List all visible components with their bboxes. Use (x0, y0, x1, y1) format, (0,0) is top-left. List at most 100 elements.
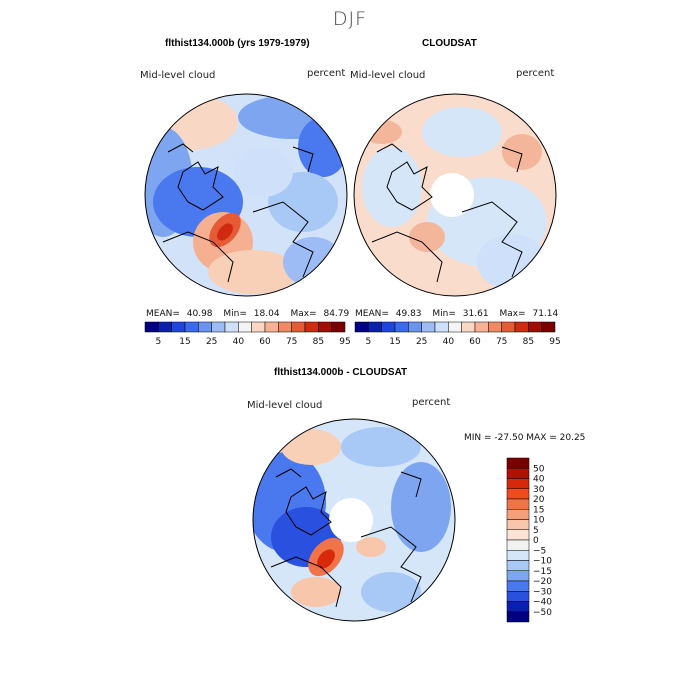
colorbar-model-swatch (304, 321, 319, 333)
colorbar-cloudsat-tick-label: 25 (416, 337, 427, 347)
colorbar-model-tick-label: 85 (313, 337, 324, 347)
colorbar-difference-swatch (506, 478, 530, 489)
colorbar-difference-swatch (506, 509, 530, 520)
panel-2-min-label: Min= (432, 309, 456, 319)
colorbar-difference-swatch (506, 457, 530, 469)
panel-1-mean-label: MEAN= (146, 309, 180, 319)
colorbar-difference-tick-label: 40 (533, 475, 545, 485)
colorbar-difference-tick-label: −15 (533, 567, 552, 577)
colorbar-difference-tick-label: 0 (533, 536, 539, 546)
colorbar-model-swatch (224, 321, 239, 333)
panel-1-max-value: 84.79 (323, 309, 350, 319)
colorbar-model-swatch (144, 321, 159, 333)
colorbar-difference-swatch (506, 519, 530, 530)
colorbar-difference-tick-label: −30 (533, 587, 552, 597)
panel-2-mean-label: MEAN= (355, 309, 389, 319)
polar-map-model (144, 93, 348, 297)
colorbar-difference-swatch (506, 570, 530, 582)
panel-3-variable-label: Mid-level cloud (247, 400, 323, 411)
figure-title: DJF (332, 8, 368, 30)
colorbar-model-tick-label: 60 (259, 337, 271, 347)
colorbar-model-swatch (158, 321, 172, 333)
panel-2-stats: MEAN= 49.83 Min= 31.61 Max= 71.14 (355, 309, 558, 319)
panel-1-stats: MEAN= 40.98 Min= 18.04 Max= 84.79 (146, 309, 349, 319)
colorbar-difference-swatch (506, 601, 530, 612)
colorbar-cloudsat-tick-label: 75 (496, 337, 507, 347)
colorbar-cloudsat-swatch (514, 321, 529, 333)
colorbar-difference-swatch (506, 591, 530, 602)
colorbar-cloudsat-swatch (394, 321, 409, 333)
colorbar-cloudsat-swatch (541, 321, 556, 333)
colorbar-model-swatch (291, 321, 306, 333)
colorbar-difference-tick-label: −40 (533, 598, 552, 608)
colorbar-cloudsat-swatch (368, 321, 382, 333)
colorbar-cloudsat-swatch (501, 321, 516, 333)
colorbar-cloudsat-swatch (528, 321, 542, 333)
colorbar-model-swatch (251, 321, 266, 333)
colorbar-model-swatch (198, 321, 212, 333)
colorbar-difference-swatch (506, 550, 530, 561)
colorbar-cloudsat-tick-label: 85 (523, 337, 534, 347)
panel-1-title: flthist134.000b (yrs 1979-1979) (165, 38, 310, 49)
panel-3-title: flthist134.000b - CLOUDSAT (274, 367, 408, 378)
colorbar-difference-swatch (506, 529, 530, 541)
colorbar-model-swatch (318, 321, 332, 333)
colorbar-cloudsat-swatch (474, 321, 489, 333)
panel-2-max-label: Max= (499, 309, 526, 319)
colorbar-model-tick-label: 15 (179, 337, 190, 347)
colorbar-difference-swatch (506, 580, 530, 592)
colorbar-difference-tick-label: −10 (533, 557, 552, 567)
colorbar-cloudsat: 5 15 25 40 60 75 85 95 (354, 321, 561, 347)
panel-3-minmax-stats: MIN = -27.50 MAX = 20.25 (464, 433, 586, 443)
colorbar-difference-tick-label: 30 (533, 485, 545, 495)
colorbar-model-swatch (211, 321, 226, 333)
colorbar-cloudsat-swatch (488, 321, 502, 333)
colorbar-cloudsat-swatch (408, 321, 422, 333)
panel-1-min-value: 18.04 (253, 309, 280, 319)
panel-2-variable-label: Mid-level cloud (350, 70, 426, 81)
colorbar-model-swatch (264, 321, 279, 333)
colorbar-cloudsat-tick-label: 40 (443, 337, 455, 347)
panel-2-mean-value: 49.83 (395, 309, 422, 319)
colorbar-cloudsat-tick-label: 5 (365, 337, 371, 347)
colorbar-model-swatch (331, 321, 346, 333)
colorbar-cloudsat-swatch (421, 321, 436, 333)
colorbar-cloudsat-tick-label: 95 (549, 337, 560, 347)
colorbar-difference-swatch (506, 488, 530, 500)
colorbar-model-swatch (238, 321, 252, 333)
colorbar-difference-tick-label: 20 (533, 495, 545, 505)
colorbar-difference-swatch (506, 611, 530, 623)
colorbar-cloudsat-swatch (461, 321, 476, 333)
colorbar-model: 5 15 25 40 60 75 85 95 (144, 321, 351, 347)
panel-2-units-label: percent (516, 68, 555, 79)
panel-2-max-value: 71.14 (532, 309, 559, 319)
colorbar-model-tick-label: 25 (206, 337, 217, 347)
colorbar-cloudsat-swatch (448, 321, 462, 333)
colorbar-cloudsat-tick-label: 60 (469, 337, 481, 347)
colorbar-difference-tick-label: −50 (533, 608, 552, 618)
panel-1-max-label: Max= (290, 309, 317, 319)
panel-1-mean-value: 40.98 (186, 309, 213, 319)
colorbar-cloudsat-tick-label: 15 (389, 337, 400, 347)
colorbar-difference-tick-label: 50 (533, 464, 545, 474)
colorbar-cloudsat-swatch (434, 321, 449, 333)
colorbar-cloudsat-swatch (354, 321, 369, 333)
polar-map-difference (252, 418, 456, 622)
colorbar-model-tick-label: 75 (286, 337, 297, 347)
panel-1-units-label: percent (307, 68, 346, 79)
panel-2-min-value: 31.61 (462, 309, 489, 319)
colorbar-model-swatch (278, 321, 292, 333)
panel-1-variable-label: Mid-level cloud (140, 70, 216, 81)
panel-2-title: CLOUDSAT (422, 38, 477, 49)
colorbar-difference-tick-label: 15 (533, 505, 544, 515)
colorbar-difference-swatch (506, 498, 530, 510)
colorbar-model-tick-label: 40 (233, 337, 245, 347)
colorbar-model-swatch (171, 321, 186, 333)
panel-3-units-label: percent (412, 397, 451, 408)
colorbar-difference-tick-label: 10 (533, 516, 545, 526)
colorbar-model-tick-label: 5 (155, 337, 161, 347)
colorbar-cloudsat-swatch (381, 321, 396, 333)
colorbar-difference-swatch (506, 468, 530, 479)
colorbar-difference-tick-label: −20 (533, 577, 552, 587)
